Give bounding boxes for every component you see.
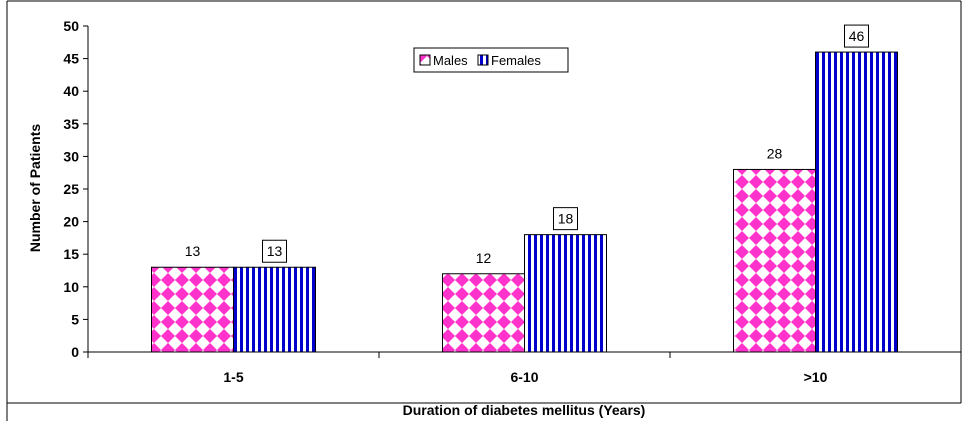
y-tick-label: 20	[63, 214, 79, 230]
legend-box	[413, 47, 569, 73]
y-tick-label: 40	[63, 83, 79, 99]
data-label-females: 46	[849, 28, 865, 44]
y-tick-label: 35	[63, 116, 79, 132]
y-axis-title: Number of Patients	[27, 124, 43, 253]
legend-label-females: Females	[491, 53, 541, 68]
data-labels: 13 13 12 18 28 46	[185, 24, 869, 266]
bar-males-1	[442, 273, 525, 353]
y-tick-label: 50	[63, 18, 79, 34]
data-label-females: 13	[267, 243, 283, 259]
legend-swatch-females	[477, 54, 489, 66]
y-tick-label: 25	[63, 181, 79, 197]
y-tick-label: 30	[63, 148, 79, 164]
y-tick-label: 5	[71, 311, 79, 327]
legend-swatch-males	[419, 54, 431, 66]
data-label-males: 28	[767, 145, 783, 161]
bar-females-1	[524, 234, 607, 353]
bars	[151, 51, 898, 353]
x-category-label: 6-10	[510, 369, 538, 385]
x-axis-title: Duration of diabetes mellitus (Years)	[403, 402, 646, 418]
x-category-label: >10	[804, 369, 828, 385]
data-label-box	[553, 207, 578, 231]
legend: Males Females	[413, 47, 569, 73]
bar-females-0	[233, 266, 316, 353]
bar-males-2	[733, 168, 816, 353]
data-label-males: 12	[476, 250, 492, 266]
y-tick-label: 15	[63, 246, 79, 262]
data-label-box	[844, 24, 869, 48]
y-tick-label: 45	[63, 51, 79, 67]
data-label-males: 13	[185, 243, 201, 259]
bar-males-0	[151, 266, 234, 353]
y-tick-label: 10	[63, 279, 79, 295]
y-tick-label: 0	[71, 344, 79, 360]
data-label-females: 18	[558, 211, 574, 227]
data-label-box	[262, 239, 287, 263]
bar-females-2	[815, 51, 898, 353]
x-category-label: 1-5	[223, 369, 243, 385]
legend-label-males: Males	[433, 53, 468, 68]
